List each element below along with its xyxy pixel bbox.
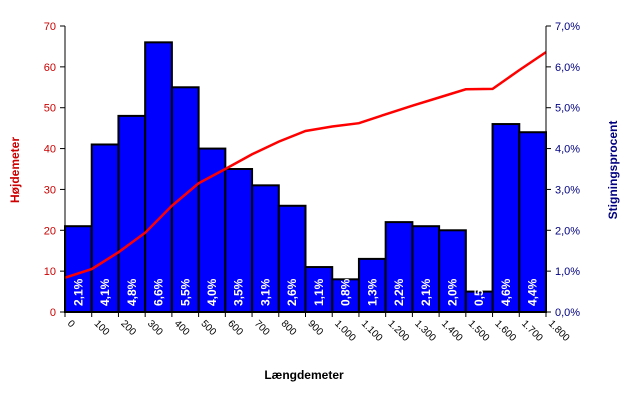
left-tick-label: 30 xyxy=(44,184,56,196)
bar xyxy=(357,257,387,313)
x-tick-label: 1.200 xyxy=(386,318,412,344)
left-tick-label: 60 xyxy=(44,62,56,74)
right-axis-ticks: 0,0% 1,0% 2,0% 3,0% 4,0% 5,0% 6,0% 7,0% xyxy=(546,21,580,319)
left-tick-label: 70 xyxy=(44,21,56,33)
bar-data-label: 6,6% xyxy=(152,278,166,306)
left-tick-label: 0 xyxy=(50,307,56,319)
x-tick-label: 1.800 xyxy=(546,318,572,344)
bar xyxy=(144,41,173,313)
bar xyxy=(491,123,521,313)
bar-data-label: 2,6% xyxy=(285,278,299,306)
bar xyxy=(518,131,547,313)
right-tick-label: 2,0% xyxy=(555,225,580,237)
left-axis-ticks: 0 10 20 30 40 50 60 70 xyxy=(44,21,65,319)
x-tick-label: 600 xyxy=(225,318,245,338)
bar-series xyxy=(64,41,547,314)
x-tick-label: 1.500 xyxy=(466,318,492,344)
x-tick-label: 500 xyxy=(198,318,218,338)
bar-data-label: 2,1% xyxy=(71,278,85,306)
x-tick-label: 100 xyxy=(92,318,112,338)
bar-data-label: 4,8% xyxy=(125,278,139,306)
right-tick-label: 6,0% xyxy=(555,62,580,74)
x-axis-title: Længdemeter xyxy=(264,368,344,382)
left-tick-label: 20 xyxy=(44,225,56,237)
x-tick-label: 700 xyxy=(252,318,272,338)
bar-data-label: 3,1% xyxy=(258,278,272,306)
bar-data-label: 2,2% xyxy=(392,278,406,306)
x-tick-label: 1.300 xyxy=(412,318,438,344)
bar-data-label: 0,5% xyxy=(472,278,486,306)
x-tick-label: 1.700 xyxy=(519,318,545,344)
bar xyxy=(304,266,334,313)
bar-data-label: 1,1% xyxy=(312,278,326,306)
bar-data-label: 1,3% xyxy=(365,278,379,306)
x-tick-label: 0 xyxy=(65,318,77,330)
x-tick-label: 1.600 xyxy=(492,318,518,344)
left-tick-label: 40 xyxy=(44,144,56,156)
bar-data-label: 4,0% xyxy=(205,278,219,306)
x-tick-label: 400 xyxy=(172,318,192,338)
x-axis-ticks: 0 100 200 300 400 500 600 700 800 900 1.000 1.100 1.… xyxy=(64,312,572,344)
bar-data-label: 2,0% xyxy=(445,278,459,306)
bar-data-label: 0,8% xyxy=(339,278,353,306)
x-tick-label: 900 xyxy=(305,318,325,338)
right-tick-label: 7,0% xyxy=(555,21,580,33)
x-tick-label: 200 xyxy=(118,318,138,338)
left-axis-title: Højdemeter xyxy=(8,137,22,203)
bar-data-label: 3,5% xyxy=(232,278,246,306)
x-tick-label: 1.000 xyxy=(332,318,358,344)
right-axis-title: Stigningsprocent xyxy=(606,121,620,220)
elevation-line xyxy=(64,51,547,279)
x-tick-label: 800 xyxy=(279,318,299,338)
bar-data-label: 4,1% xyxy=(98,278,112,306)
x-tick-label: 300 xyxy=(145,318,165,338)
x-tick-label: 1.100 xyxy=(359,318,385,344)
left-tick-label: 50 xyxy=(44,103,56,115)
right-tick-label: 4,0% xyxy=(555,144,580,156)
bar-data-labels: 2,1% 4,1% 4,8% 6,6% 5,5% 4,0% 3,5% 3,1% 2,6% 1,1%… xyxy=(71,278,539,306)
bar xyxy=(170,86,200,313)
left-tick-label: 10 xyxy=(44,266,56,278)
bar-data-label: 5,5% xyxy=(178,278,192,306)
right-tick-label: 0,0% xyxy=(555,307,580,319)
x-tick-label: 1.400 xyxy=(439,318,465,344)
bar-data-label: 2,1% xyxy=(419,278,433,306)
right-tick-label: 3,0% xyxy=(555,184,580,196)
bar-data-label: 4,6% xyxy=(499,278,513,306)
bar-data-label: 4,4% xyxy=(526,278,540,306)
right-tick-label: 5,0% xyxy=(555,103,580,115)
right-tick-label: 1,0% xyxy=(555,266,580,278)
